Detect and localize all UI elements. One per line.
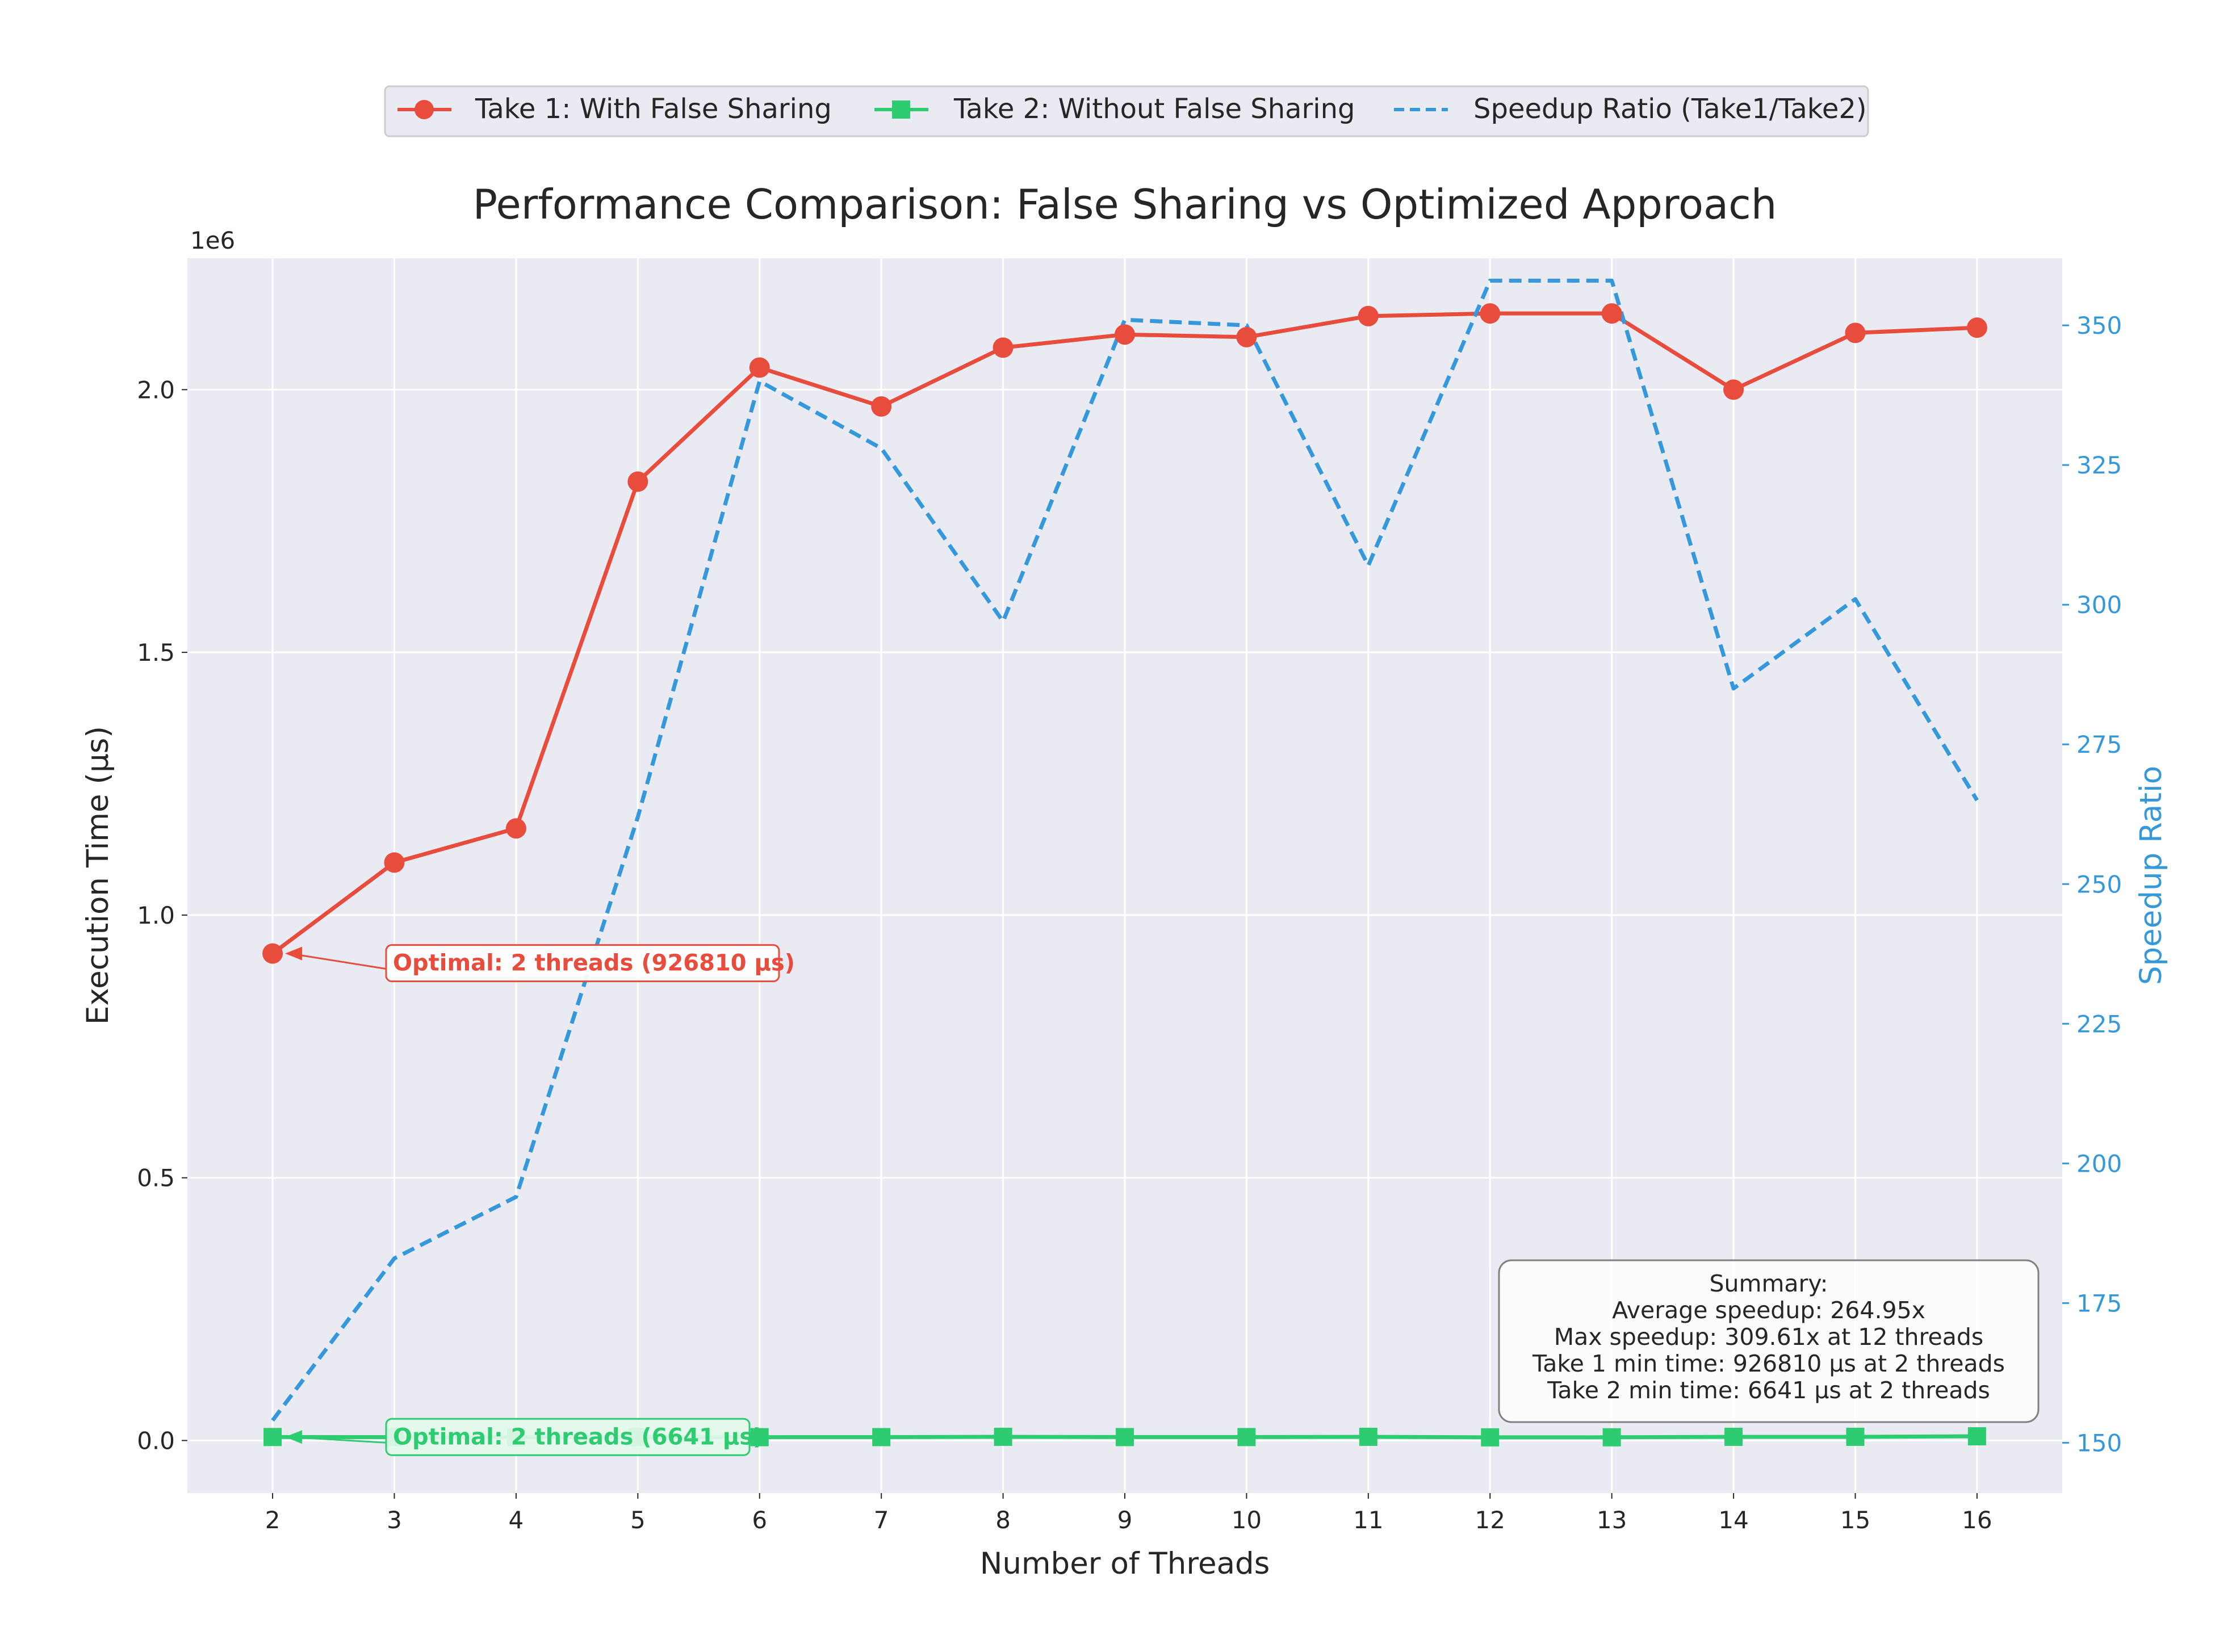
y-axis-label: Execution Time (µs) <box>81 726 115 1025</box>
series-0-point <box>1601 303 1622 324</box>
x-tick-label: 5 <box>630 1506 646 1534</box>
series-1-point <box>1967 1427 1986 1446</box>
x-tick-label: 13 <box>1597 1506 1627 1534</box>
y2-tick-label: 325 <box>2076 451 2122 479</box>
series-0-point <box>1966 317 1987 338</box>
annotation-label: Optimal: 2 threads (926810 µs) <box>393 950 795 976</box>
series-0-point <box>505 818 526 839</box>
summary-line-max: Max speedup: 309.61x at 12 threads <box>1554 1323 1983 1351</box>
series-1-point <box>263 1428 282 1446</box>
summary-box: Summary: Average speedup: 264.95x Max sp… <box>1498 1259 2040 1423</box>
series-0-point <box>1845 322 1866 343</box>
series-1-point <box>872 1428 891 1446</box>
x-axis-ticks: 2 3 4 5 6 7 8 9 10 11 12 13 14 15 16 <box>265 1493 1992 1534</box>
summary-line-take2-min: Take 2 min time: 6641 µs at 2 threads <box>1547 1377 1990 1404</box>
summary-line-average: Average speedup: 264.95x <box>1612 1297 1925 1324</box>
x-tick-label: 15 <box>1840 1506 1870 1534</box>
series-0-point <box>1723 379 1744 400</box>
legend-marker-take2 <box>892 100 910 119</box>
legend: Take 1: With False Sharing Take 2: Witho… <box>384 85 1869 137</box>
x-axis-label: Number of Threads <box>980 1546 1270 1581</box>
series-1-point <box>1481 1428 1500 1446</box>
summary-line-take1-min: Take 1 min time: 926810 µs at 2 threads <box>1532 1350 2005 1377</box>
chart-title: Performance Comparison: False Sharing vs… <box>473 181 1777 228</box>
series-1-point <box>750 1428 769 1446</box>
y-tick-label: 0.5 <box>137 1164 175 1192</box>
series-0-point <box>749 357 770 378</box>
y-tick-label: 1.0 <box>137 902 175 929</box>
y2-tick-label: 225 <box>2076 1010 2122 1038</box>
series-1-point <box>1724 1427 1743 1446</box>
series-0-point <box>993 337 1014 358</box>
legend-item-take2: Take 2: Without False Sharing <box>874 93 1355 125</box>
legend-label-take2: Take 2: Without False Sharing <box>953 93 1355 125</box>
series-0-point <box>627 471 648 492</box>
x-tick-label: 16 <box>1962 1506 1992 1534</box>
x-tick-label: 7 <box>874 1506 889 1534</box>
y2-tick-label: 350 <box>2076 312 2122 339</box>
y-axis-offset-text: 1e6 <box>190 227 235 254</box>
grid <box>187 258 2062 1493</box>
y2-tick-label: 200 <box>2076 1150 2122 1177</box>
series-1-point <box>1116 1428 1134 1446</box>
series-0-point <box>871 396 892 417</box>
legend-label-take1: Take 1: With False Sharing <box>475 93 832 125</box>
x-tick-label: 4 <box>509 1506 524 1534</box>
x-tick-label: 11 <box>1353 1506 1383 1534</box>
series-0-point <box>1115 324 1135 345</box>
x-tick-label: 6 <box>752 1506 767 1534</box>
y-axis-ticks: 0.0 0.5 1.0 1.5 2.0 <box>137 376 187 1454</box>
y2-tick-label: 150 <box>2076 1429 2122 1457</box>
summary-line-heading: Summary: <box>1710 1270 1828 1297</box>
legend-marker-take1 <box>414 100 434 119</box>
series-0-point <box>1358 305 1379 326</box>
series-1-point <box>1602 1428 1621 1446</box>
y2-tick-label: 275 <box>2076 731 2122 758</box>
x-tick-label: 3 <box>387 1506 402 1534</box>
annotation-arrowhead <box>285 946 303 961</box>
series-line-2 <box>271 278 1979 1422</box>
y2-tick-label: 175 <box>2076 1289 2122 1317</box>
series-0-point <box>1480 303 1501 324</box>
series-0-point <box>384 852 405 873</box>
x-tick-label: 10 <box>1232 1506 1262 1534</box>
x-tick-label: 2 <box>265 1506 280 1534</box>
x-tick-label: 12 <box>1475 1506 1505 1534</box>
series-1-point <box>1846 1427 1865 1446</box>
x-tick-label: 9 <box>1117 1506 1133 1534</box>
series-1-point <box>1359 1427 1377 1446</box>
legend-label-speedup: Speedup Ratio (Take1/Take2) <box>1473 93 1867 125</box>
y2-tick-label: 300 <box>2076 591 2122 619</box>
annotation-arrowhead <box>285 1430 303 1444</box>
series-0-point <box>262 943 283 964</box>
y-tick-label: 2.0 <box>137 376 175 404</box>
annotation-box <box>385 1418 751 1456</box>
summary-frame <box>1498 1259 2040 1423</box>
x-tick-label: 14 <box>1718 1506 1748 1534</box>
legend-item-speedup: Speedup Ratio (Take1/Take2) <box>1394 93 1867 125</box>
annotation-label: Optimal: 2 threads (6641 µs) <box>393 1424 763 1450</box>
annotation-box <box>385 944 780 983</box>
annotations: Optimal: 2 threads (926810 µs) Optimal: 2… <box>285 944 795 1456</box>
x-tick-label: 8 <box>995 1506 1011 1534</box>
y2-axis-ticks: 150 175 200 225 250 275 300 325 350 <box>2062 312 2122 1457</box>
series-0-point <box>1236 326 1257 347</box>
series-1-point <box>994 1427 1012 1446</box>
y2-tick-label: 250 <box>2076 870 2122 898</box>
legend-frame <box>384 85 1869 137</box>
legend-item-take1: Take 1: With False Sharing <box>397 93 832 125</box>
y-tick-label: 1.5 <box>137 639 175 666</box>
y2-axis-label: Speedup Ratio <box>2134 766 2168 985</box>
annotation-arrow <box>290 1436 387 1444</box>
annotation-arrow <box>289 953 387 970</box>
y-tick-label: 0.0 <box>137 1427 175 1454</box>
series-1-point <box>1237 1428 1256 1446</box>
